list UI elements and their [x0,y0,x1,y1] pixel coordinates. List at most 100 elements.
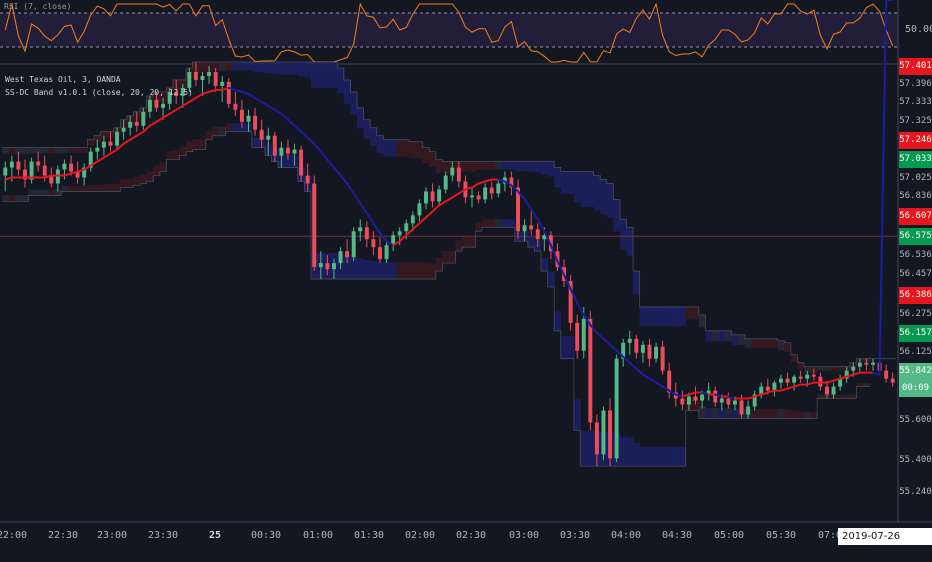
band-upper-segment [731,334,739,345]
midline-segment [181,100,191,107]
candle-body [693,396,698,401]
band-upper-segment [350,91,358,115]
candle-body [588,318,593,423]
band-lower-segment [422,263,430,280]
midline-segment [497,178,506,183]
candle-body [213,71,218,86]
candle-body [778,378,783,383]
band-lower-segment [481,219,489,228]
midline-segment [582,313,592,326]
legend-symbol[interactable]: West Texas Oil, 3, OANDA [5,75,121,84]
price-chart[interactable] [0,0,932,550]
band-lower-segment [856,383,864,387]
midline-segment [668,389,677,396]
band-upper-segment [159,91,167,102]
time-axis-label: 25 [208,530,222,541]
midline-segment [622,355,631,364]
band-upper-segment [442,161,450,174]
band-upper-segment [422,147,430,164]
candle-body [851,366,856,371]
price-axis-label: 55.842 [899,363,932,380]
band-lower-segment [725,407,733,419]
band-lower-segment [41,189,49,196]
candle-body [239,109,244,122]
band-upper-segment [567,171,575,194]
price-axis-label: 57.246 [899,132,932,149]
candle-body [141,111,146,126]
band-upper-segment [705,330,713,342]
midline-segment [300,130,309,139]
band-upper-segment [751,338,759,349]
band-upper-segment [199,62,207,73]
price-axis-label: 56.125 [899,347,932,357]
time-axis-label: 01:30 [353,530,385,541]
band-lower-segment [212,126,220,136]
band-lower-segment [442,250,450,264]
candle-body [759,386,764,395]
candle-body [713,390,718,403]
rsi-title: RSI (7, close) [4,2,72,11]
candle-body [660,346,665,371]
candle-body [647,344,652,359]
midline-segment [655,381,664,388]
candle-body [233,103,238,110]
band-upper-segment [803,366,812,373]
midline-segment [878,0,888,376]
candle-body [871,362,875,365]
band-lower-segment [205,130,213,140]
band-lower-segment [28,189,36,196]
midline-segment [595,331,605,340]
candle-body [36,161,41,166]
midline-segment [359,202,368,215]
midline-segment [155,116,165,123]
band-upper-segment [790,354,798,363]
candle-body [397,231,402,236]
candle-body [259,129,264,140]
candle-body [542,235,547,240]
band-lower-segment [646,447,654,467]
band-upper-segment [777,340,785,351]
midline-segment [188,96,197,103]
rsi-panel[interactable] [0,2,898,63]
band-lower-segment [383,262,391,280]
band-lower-segment [527,236,535,248]
band-lower-segment [67,186,75,192]
midline-segment [523,198,533,211]
candlesticks [3,62,895,467]
band-upper-segment [297,62,305,77]
midline-segment [372,222,381,235]
candle-body [640,344,645,353]
candle-body [312,183,317,268]
band-upper-segment [34,147,42,154]
band-upper-segment [2,147,10,155]
band-lower-segment [711,407,720,419]
candle-body [128,121,133,128]
midline-segment [76,168,86,173]
midline-segment [346,182,355,195]
candle-body [351,231,356,258]
midline-segment [517,190,526,201]
midline-segment [162,112,171,119]
band-lower-segment [54,189,62,196]
midline-segment [845,373,855,378]
midline-segment [477,180,487,185]
candle-body [719,398,724,403]
time-axis-label: 04:30 [661,530,693,541]
midline-segment [825,379,835,384]
price-axis-label: 56.536 [899,250,932,260]
candle-body [285,147,290,154]
candle-body [325,263,330,270]
midline-segment [273,108,283,115]
band-lower-segment [751,408,759,419]
midline-segment [714,393,723,398]
candle-body [95,147,100,152]
candle-body [424,191,428,204]
chart-background [0,0,932,550]
midline-segment [319,150,329,161]
candle-body [9,161,14,168]
midline-segment [102,152,112,159]
midline-segment [129,134,138,141]
midline-segment [615,349,625,358]
legend-indicator[interactable]: SS-DC Band v1.0.1 (close, 20, 20, 12.5) [5,88,193,97]
band-lower-segment [133,176,141,186]
